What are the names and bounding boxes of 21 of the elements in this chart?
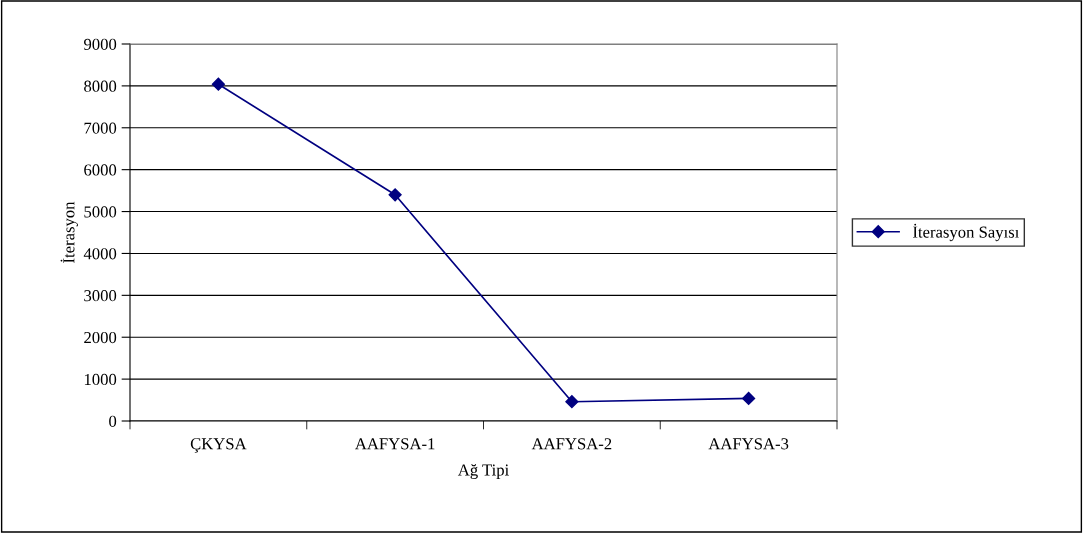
y-tick-label: 3000 [84, 290, 117, 302]
y-tick-label: 6000 [84, 164, 117, 176]
x-tick-label: ÇKYSA [190, 438, 247, 453]
x-tick-label: AAFYSA-3 [708, 438, 789, 450]
y-tick-label: 5000 [84, 206, 117, 218]
y-tick-label: 2000 [84, 331, 117, 344]
y-tick-label: 7000 [84, 122, 117, 134]
x-tick-label: AAFYSA-2 [531, 438, 612, 450]
x-axis-title: Ağ Tipi [457, 464, 509, 480]
legend-label: İterasyon Sayısı [913, 223, 1020, 242]
y-tick-label: 0 [109, 415, 117, 427]
y-axis-title: İterasyon [60, 201, 78, 263]
y-tick-label: 1000 [84, 373, 117, 386]
y-tick-label: 8000 [84, 80, 117, 92]
point [211, 77, 225, 91]
y-tick-label: 4000 [83, 248, 117, 260]
y-tick-label: 9000 [84, 38, 117, 50]
x-tick-label: AAFYSA-1 [355, 438, 435, 450]
point [388, 188, 402, 202]
point [565, 395, 579, 409]
point [742, 391, 756, 405]
